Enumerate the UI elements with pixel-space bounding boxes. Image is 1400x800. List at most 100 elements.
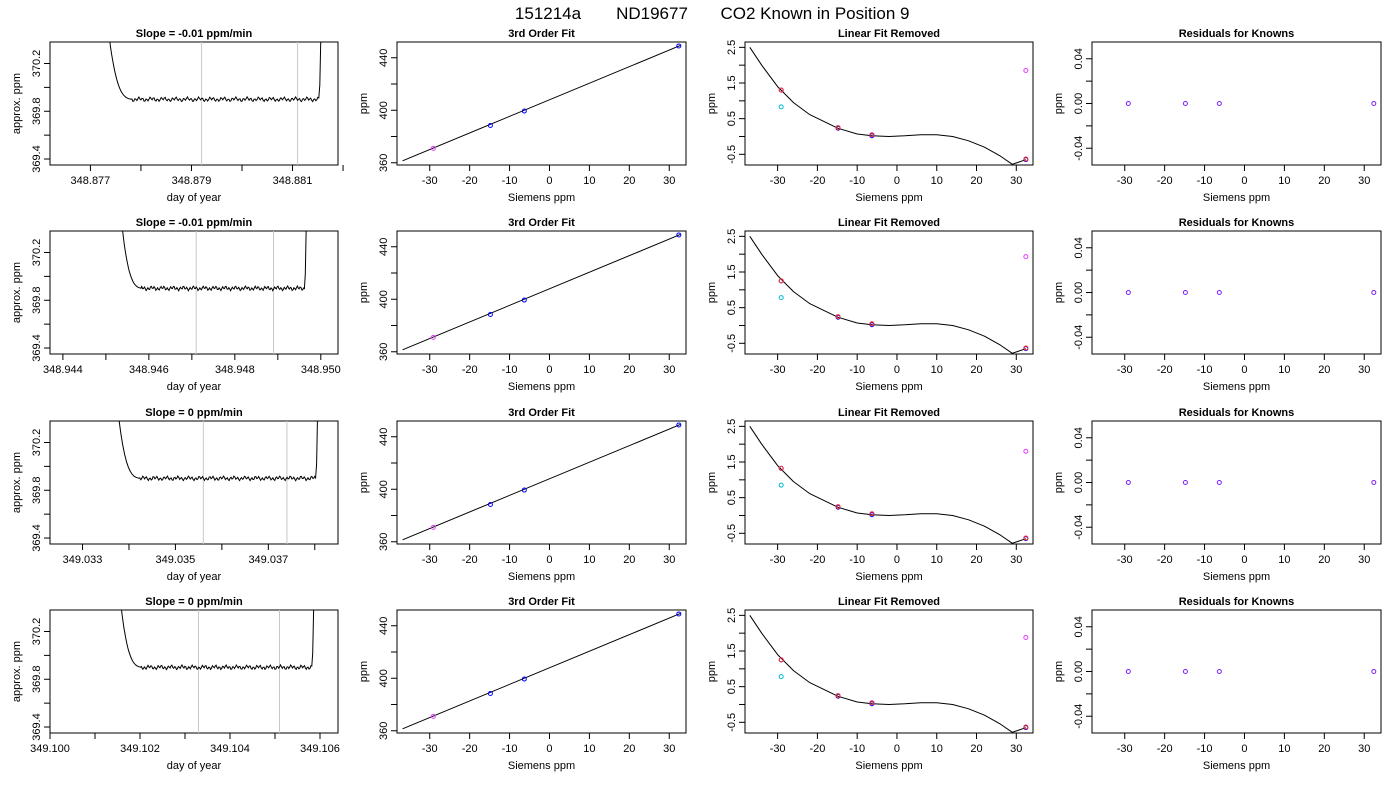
x-axis-label: day of year: [167, 381, 222, 393]
x-axis-label: day of year: [167, 571, 222, 583]
x-tick-label: 0: [894, 175, 900, 187]
y-tick-label: 369.4: [31, 145, 43, 173]
x-tick-label: -10: [1197, 364, 1213, 376]
residual-point: [1371, 290, 1377, 295]
standard-point: [430, 334, 436, 340]
x-tick-label: 20: [970, 175, 982, 187]
y-tick-label: 0.00: [1073, 472, 1085, 493]
x-tick-label: -30: [422, 554, 438, 566]
run-id: 151214a: [515, 4, 582, 23]
y-tick-label: 369.8: [31, 665, 43, 693]
x-tick-label: -30: [1117, 364, 1133, 376]
panel-data: [749, 426, 1029, 544]
panel-data: [118, 421, 318, 544]
x-tick-label: -20: [462, 364, 478, 376]
panel-data: [109, 42, 322, 165]
y-tick-label: 0.04: [1073, 237, 1085, 258]
standard-point-red: [869, 132, 875, 138]
panel-title: Slope = -0.01 ppm/min: [136, 28, 253, 40]
y-tick-label: 369.4: [31, 334, 43, 362]
y-tick-label: -0.04: [1073, 515, 1085, 540]
y-tick-label: -0.5: [726, 145, 738, 164]
standard-point-cyan: [778, 104, 784, 110]
panel-title: Linear Fit Removed: [838, 28, 940, 40]
standard-point-cyan: [778, 295, 784, 301]
panel-data: [402, 232, 682, 351]
x-tick-label: -10: [1197, 175, 1213, 187]
standard-point-red: [778, 278, 784, 284]
x-tick-label: -30: [422, 743, 438, 755]
x-tick-label: -30: [422, 175, 438, 187]
residual-curve: [749, 236, 1026, 354]
y-axis-label: ppm: [358, 282, 370, 303]
panel-frame: [1091, 230, 1382, 355]
x-tick-label: -20: [809, 175, 825, 187]
y-axis-label: ppm: [706, 93, 718, 114]
panel-data: [749, 236, 1029, 354]
x-axis-label: Siemens ppm: [1203, 381, 1270, 393]
y-tick-label: -0.04: [1073, 704, 1085, 729]
standard-point-red: [835, 125, 841, 131]
x-tick-label: 348.944: [43, 364, 83, 376]
x-tick-label: -20: [462, 175, 478, 187]
panel-title: Residuals for Knowns: [1179, 407, 1295, 419]
x-tick-label: 10: [931, 364, 943, 376]
panel-r1-c1: 3rd Order Fit -30 -20 -10 0 10 20 30 360 400 440 Si…: [358, 217, 687, 393]
panel-frame: [744, 420, 1034, 545]
panel-data: [1125, 480, 1377, 485]
tank-id: ND19677: [616, 4, 688, 23]
x-tick-label: -30: [770, 554, 786, 566]
panel-title: 3rd Order Fit: [508, 596, 575, 608]
x-tick-label: 30: [1010, 743, 1022, 755]
fit-line: [402, 423, 681, 541]
panel-frame: [49, 420, 339, 545]
x-tick-label: -10: [502, 743, 518, 755]
panel-r3-c0: Slope = 0 ppm/min 349.100 349.102 349.104 34…: [11, 596, 340, 772]
panel-frame: [1091, 609, 1382, 734]
fit-line: [402, 612, 681, 730]
x-tick-label: 30: [1358, 743, 1370, 755]
x-tick-label: 30: [663, 554, 675, 566]
standard-point: [676, 43, 682, 49]
panel-frame: [396, 609, 687, 734]
x-tick-label: 349.037: [248, 554, 288, 566]
standard-point-red: [835, 314, 841, 320]
x-tick-label: 30: [663, 175, 675, 187]
x-tick-label: 348.877: [71, 175, 111, 187]
x-tick-label: -10: [849, 554, 865, 566]
residual-point: [1125, 480, 1131, 485]
x-tick-label: 0: [546, 743, 552, 755]
panel-frame: [49, 230, 339, 355]
fit-line: [402, 233, 681, 351]
fit-line: [402, 44, 681, 162]
x-tick-label: 10: [583, 364, 595, 376]
panel-title: Linear Fit Removed: [838, 407, 940, 419]
y-axis-label: ppm: [358, 661, 370, 682]
panel-frame: [744, 609, 1034, 734]
y-tick-label: 400: [378, 669, 390, 687]
panel-data: [749, 615, 1029, 733]
x-tick-label: 0: [546, 175, 552, 187]
residual-point: [1216, 101, 1222, 106]
y-tick-label: 1.5: [726, 75, 738, 90]
y-tick-label: 2.5: [726, 608, 738, 623]
y-tick-label: 369.8: [31, 97, 43, 125]
residual-curve: [749, 426, 1026, 544]
standard-point-red: [778, 87, 784, 93]
standard-point-red: [869, 700, 875, 706]
panel-r3-c1: 3rd Order Fit -30 -20 -10 0 10 20 30 360 400 440 Si…: [358, 596, 687, 772]
standard-point-red: [778, 657, 784, 663]
y-tick-label: 369.4: [31, 524, 43, 552]
standard-point-magenta: [1023, 634, 1029, 640]
panel-title: Residuals for Knowns: [1179, 28, 1295, 40]
x-tick-label: 10: [931, 175, 943, 187]
standard-point-red: [1023, 345, 1029, 351]
panel-title: Linear Fit Removed: [838, 217, 940, 229]
y-tick-label: -0.04: [1073, 136, 1085, 161]
y-tick-label: 440: [378, 617, 390, 635]
x-tick-label: -10: [502, 364, 518, 376]
x-tick-label: -30: [770, 743, 786, 755]
concentration-trace: [122, 231, 307, 292]
standard-point-red: [869, 511, 875, 517]
standard-point-red: [835, 693, 841, 699]
